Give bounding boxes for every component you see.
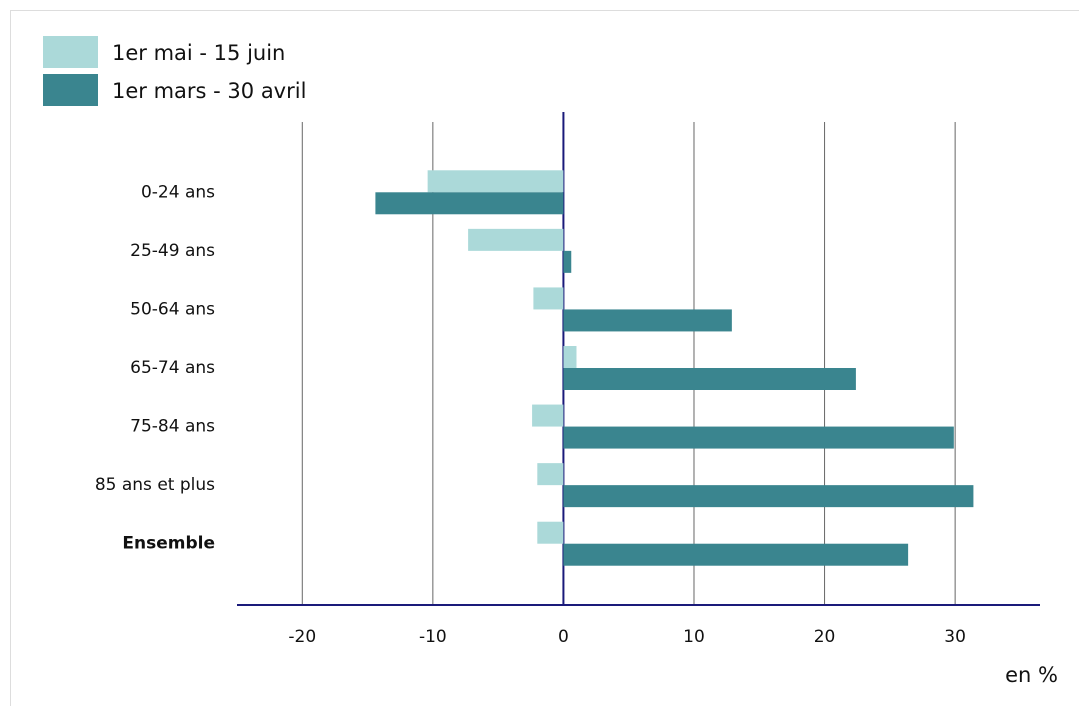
frame	[10, 10, 1079, 706]
bar	[533, 287, 564, 310]
y-tick-label: 65-74 ans	[130, 358, 215, 378]
bar	[563, 485, 974, 508]
bar	[427, 170, 564, 193]
x-tick-label: 10	[683, 627, 705, 647]
legend-label: 1er mars - 30 avril	[112, 79, 306, 103]
x-tick-label: 0	[558, 627, 569, 647]
bar	[532, 404, 564, 427]
x-tick-label: -20	[288, 627, 316, 647]
bar	[563, 250, 572, 273]
legend-swatch	[43, 36, 98, 68]
bar	[563, 368, 856, 390]
x-tick-label: 30	[944, 627, 966, 647]
legend-swatch	[43, 74, 98, 106]
bar	[537, 521, 564, 544]
y-tick-label: 0-24 ans	[141, 182, 215, 202]
y-tick-label: 50-64 ans	[130, 299, 215, 319]
x-tick-label: -10	[419, 627, 447, 647]
y-tick-label: Ensemble	[122, 534, 215, 554]
legend-label: 1er mai - 15 juin	[112, 41, 285, 65]
bar	[563, 309, 732, 332]
y-tick-label: 25-49 ans	[130, 241, 215, 261]
bar	[375, 192, 564, 215]
bar	[563, 543, 909, 566]
x-axis-label: en %	[1005, 663, 1058, 687]
y-tick-label: 75-84 ans	[130, 417, 215, 437]
bar	[563, 426, 954, 449]
y-tick-label: 85 ans et plus	[95, 475, 215, 495]
x-tick-label: 20	[814, 627, 836, 647]
bar	[468, 228, 564, 251]
bar	[537, 463, 564, 486]
bar	[563, 346, 577, 368]
